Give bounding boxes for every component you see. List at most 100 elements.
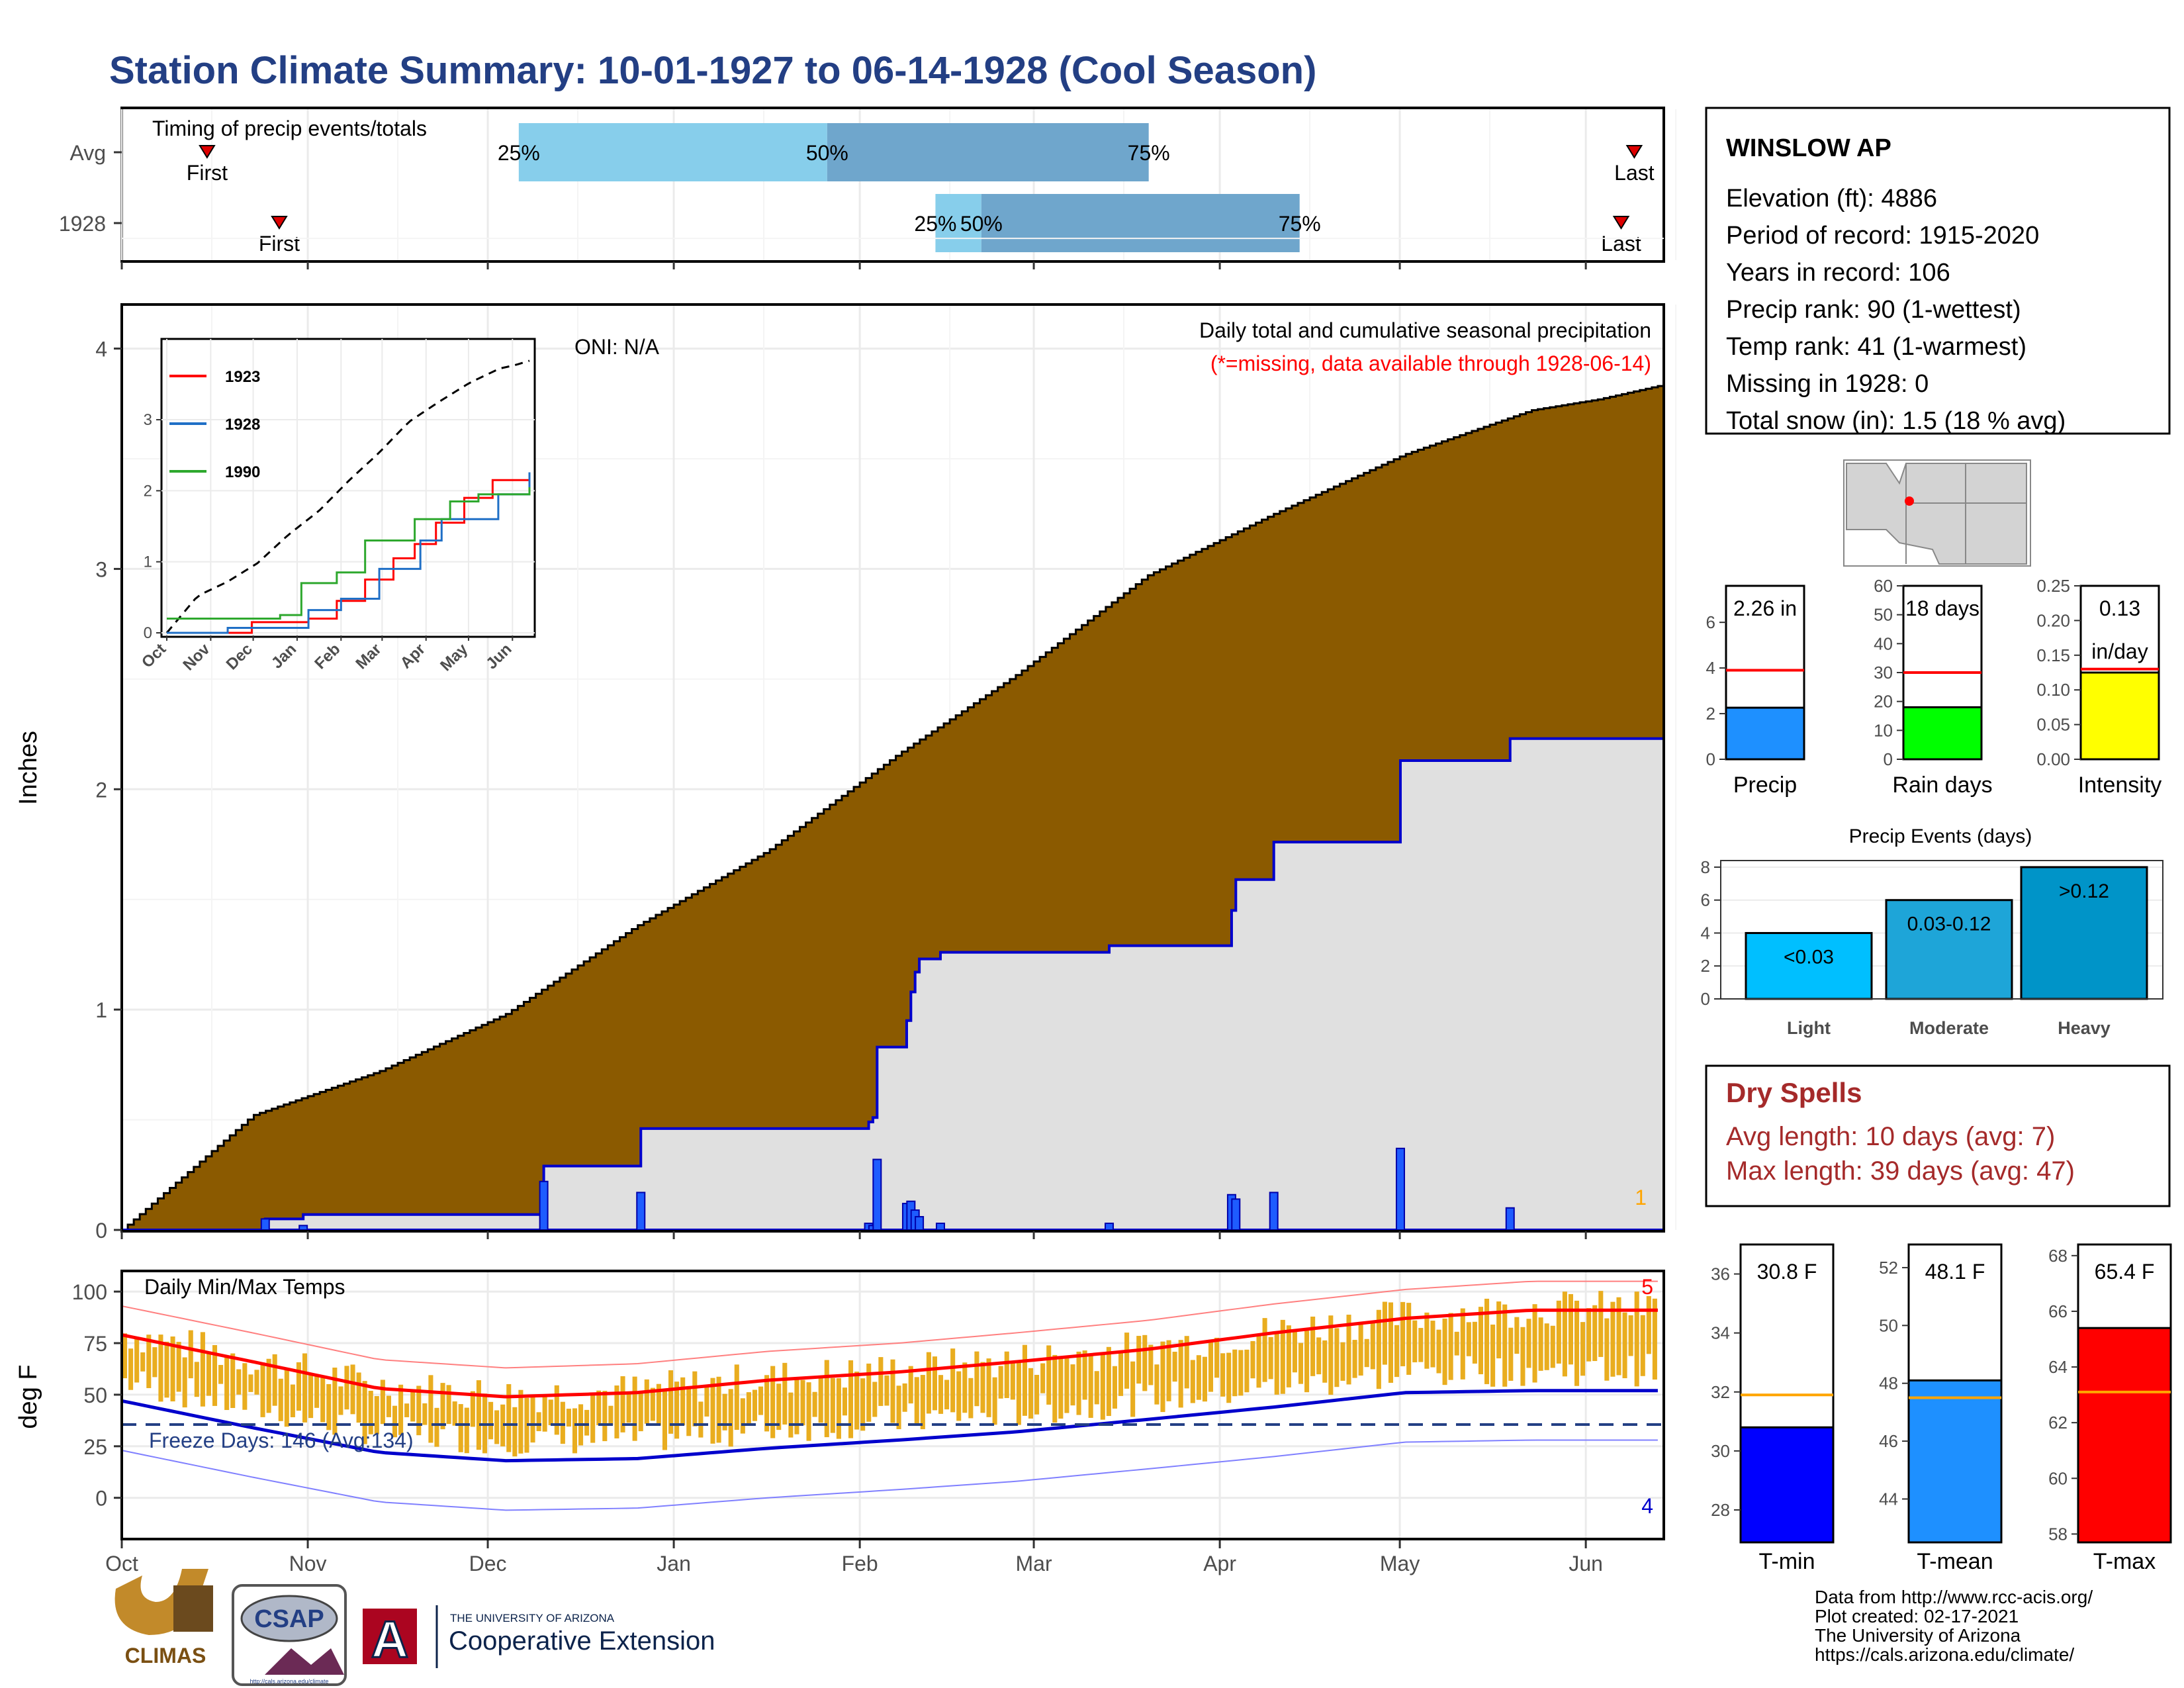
daily-temp-bar — [584, 1409, 590, 1436]
daily-temp-bar — [1010, 1362, 1015, 1400]
daily-temp-bar — [182, 1357, 187, 1408]
daily-temp-bar — [590, 1394, 596, 1443]
daily-temp-bar — [992, 1377, 997, 1425]
temp-summary-tick-label: 44 — [1879, 1489, 1898, 1509]
daily-temp-bar — [1436, 1329, 1441, 1374]
daily-temp-bar — [356, 1372, 361, 1423]
temp-summary-bar — [1739, 1426, 1835, 1544]
daily-temp-bar — [122, 1333, 128, 1379]
inset-legend: 1923 1928 1990 — [169, 368, 260, 481]
daily-temp-bar — [1574, 1300, 1580, 1386]
daily-temp-bar — [392, 1405, 398, 1438]
timing-q50-label: 50% — [806, 141, 848, 165]
daily-temp-bar — [1622, 1312, 1627, 1379]
daily-temp-bar — [398, 1384, 404, 1435]
daily-temp-bar — [338, 1386, 343, 1415]
daily-temp-bar — [1322, 1340, 1328, 1383]
daily-temp-bar — [830, 1378, 835, 1433]
precip-y-tick-label: 3 — [95, 557, 107, 581]
timing-q25-label: 25% — [914, 212, 956, 236]
daily-temp-bar — [248, 1374, 253, 1392]
daily-temp-bar — [1514, 1317, 1520, 1354]
precip-events-bar — [1885, 899, 2013, 1000]
precip-y-tick-label: 1 — [95, 998, 107, 1022]
daily-temp-bar — [782, 1362, 788, 1425]
daily-temp-bar — [1484, 1298, 1490, 1384]
daily-precip-bar — [298, 1225, 308, 1231]
month-tick-label: Feb — [842, 1552, 878, 1575]
timing-q25-label: 25% — [498, 141, 540, 165]
temp-panel-label: Daily Min/Max Temps — [144, 1275, 345, 1299]
daily-temp-bar — [674, 1382, 680, 1439]
daily-temp-bar — [536, 1412, 541, 1431]
daily-temp-bar — [1076, 1351, 1081, 1415]
temp-summary-label: T-mean — [1917, 1549, 1993, 1574]
daily-temp-bar — [1460, 1308, 1465, 1380]
mini-bar-tick-label: 30 — [1874, 663, 1893, 682]
month-tick-label: Apr — [1203, 1552, 1236, 1575]
daily-temp-bar — [848, 1360, 854, 1438]
daily-temp-bar — [476, 1380, 481, 1450]
mini-bar-value — [1725, 706, 1805, 761]
daily-temp-bar — [1304, 1331, 1310, 1393]
mini-bar-tick-label: 0.10 — [2036, 680, 2070, 700]
station-detail-line: Missing in 1928: 0 — [1726, 370, 1929, 398]
month-tick-label: Dec — [469, 1552, 507, 1575]
timing-marker-label: Last — [1614, 161, 1655, 185]
daily-temp-bar — [1022, 1344, 1027, 1416]
daily-temp-bar — [866, 1363, 872, 1422]
mini-bar-tick-label: 0.20 — [2036, 610, 2070, 630]
daily-temp-bar — [710, 1378, 715, 1444]
daily-temp-bar — [1580, 1322, 1586, 1376]
daily-temp-bar — [920, 1375, 925, 1430]
daily-temp-bar — [986, 1358, 991, 1417]
daily-temp-bar — [254, 1370, 259, 1395]
daily-temp-bar — [1280, 1319, 1285, 1394]
daily-temp-bar — [800, 1380, 805, 1426]
daily-temp-bar — [170, 1336, 175, 1402]
temp-summary-tick-label: 36 — [1711, 1264, 1730, 1284]
daily-temp-bar — [608, 1405, 614, 1426]
daily-temp-bar — [314, 1375, 320, 1408]
precip-events-tick-label: 4 — [1701, 923, 1710, 943]
daily-temp-bar — [1502, 1304, 1508, 1387]
daily-temp-bar — [962, 1362, 968, 1413]
record-low-line — [121, 1439, 1658, 1511]
daily-temp-bar — [1268, 1336, 1273, 1380]
daily-temp-bar — [788, 1392, 794, 1438]
daily-temp-bar — [1142, 1335, 1148, 1391]
temp-y-label: deg F — [15, 1364, 42, 1429]
mini-bar-tick-label: 60 — [1874, 576, 1893, 596]
daily-temp-bar — [818, 1376, 823, 1423]
inset-y-tick-label: 2 — [144, 482, 152, 500]
mini-bar-value-label-2: in/day — [2091, 639, 2148, 663]
daily-temp-bar — [434, 1407, 439, 1447]
station-detail-line: Elevation (ft): 4886 — [1726, 185, 1937, 212]
daily-temp-bar — [692, 1371, 698, 1427]
daily-temp-bar — [236, 1369, 242, 1395]
daily-temp-bar — [662, 1390, 668, 1450]
daily-temp-bar — [1592, 1305, 1598, 1362]
daily-temp-bar — [326, 1383, 332, 1430]
daily-temp-bar — [722, 1393, 727, 1430]
daily-temp-bar — [758, 1386, 764, 1415]
daily-temp-bar — [506, 1383, 512, 1452]
daily-temp-bar — [1262, 1318, 1267, 1382]
daily-temp-bar — [860, 1378, 866, 1431]
daily-temp-bar — [446, 1385, 451, 1425]
inset-y-tick-label: 1 — [144, 553, 152, 571]
daily-temp-bar — [266, 1358, 271, 1413]
daily-temp-bar — [980, 1362, 985, 1413]
daily-precip-bar — [260, 1218, 270, 1231]
inset-year-line — [167, 472, 531, 634]
daily-temp-bar — [158, 1335, 163, 1402]
daily-temp-bar — [452, 1401, 457, 1426]
month-tick-label: Nov — [289, 1552, 327, 1575]
precip-events-bar — [1745, 931, 1873, 1000]
temp-summary-value-label: 30.8 F — [1757, 1260, 1817, 1284]
temp-summary-tick-label: 58 — [2048, 1524, 2068, 1544]
precip-y-tick-label: 4 — [95, 338, 107, 361]
csap-logo-mountain — [265, 1648, 344, 1675]
